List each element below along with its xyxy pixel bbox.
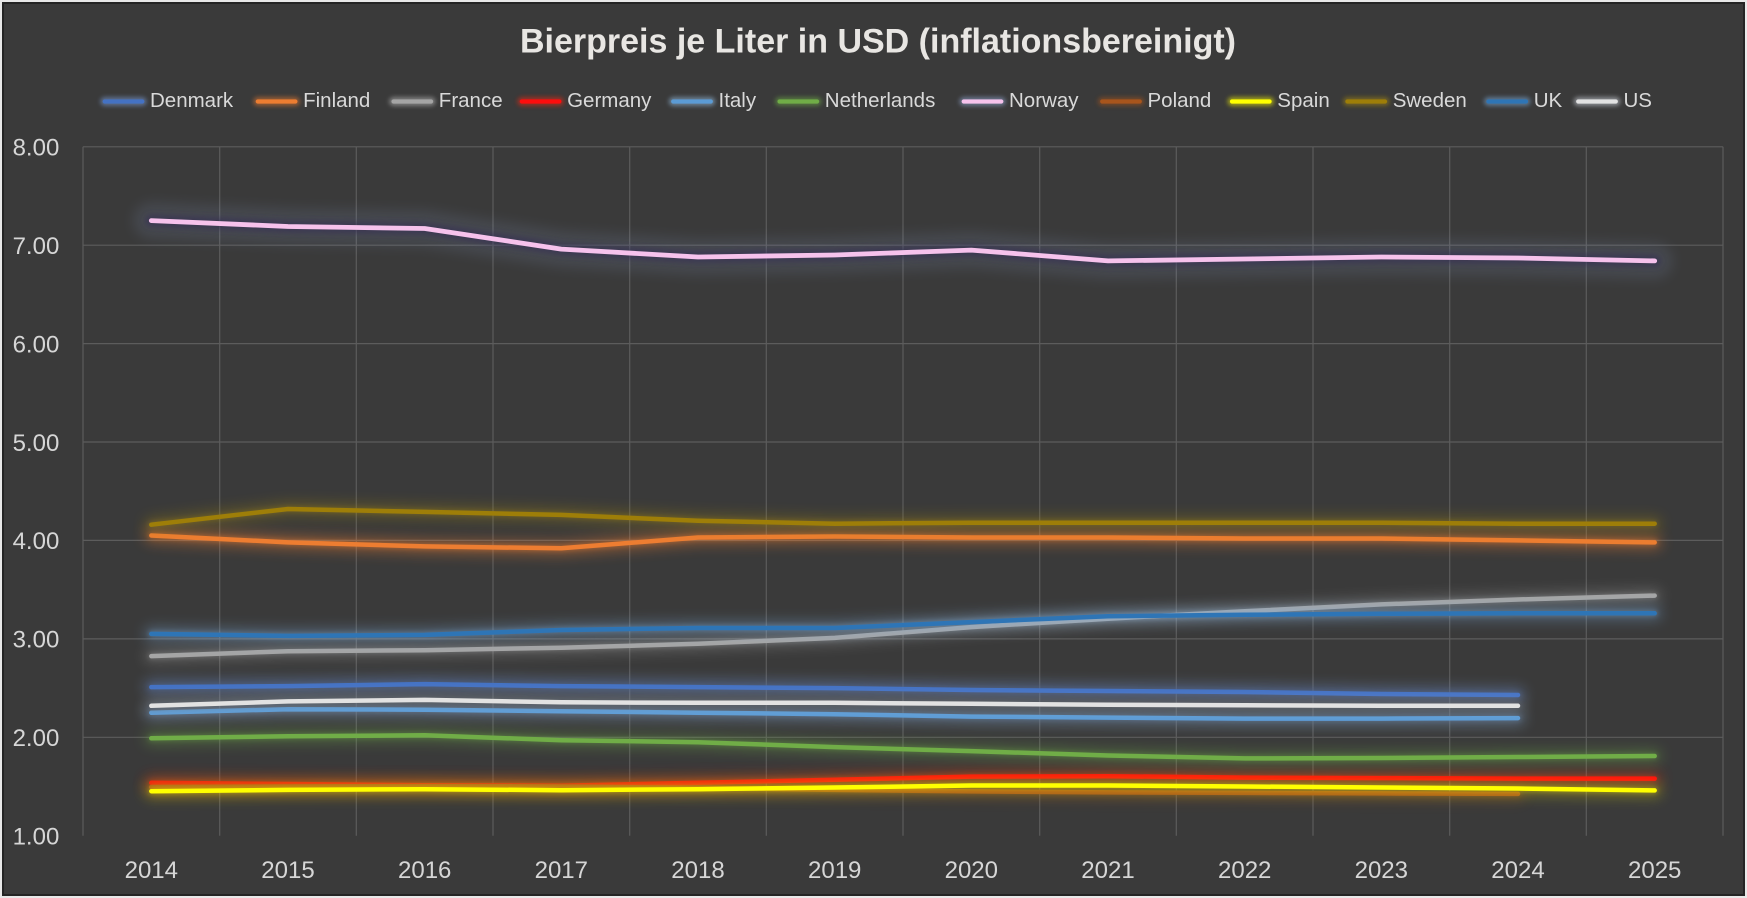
svg-text:Finland: Finland (303, 89, 370, 112)
svg-text:2023: 2023 (1355, 857, 1408, 884)
svg-text:Germany: Germany (567, 89, 652, 112)
svg-text:Sweden: Sweden (1393, 89, 1467, 112)
svg-text:5.00: 5.00 (13, 430, 60, 457)
svg-text:Poland: Poland (1148, 89, 1212, 112)
svg-text:2019: 2019 (808, 857, 861, 884)
svg-text:2021: 2021 (1081, 857, 1134, 884)
svg-text:Netherlands: Netherlands (825, 89, 936, 112)
svg-text:2.00: 2.00 (13, 725, 60, 752)
svg-text:UK: UK (1534, 89, 1563, 112)
svg-text:6.00: 6.00 (13, 331, 60, 358)
svg-text:2014: 2014 (125, 857, 178, 884)
svg-text:2017: 2017 (535, 857, 588, 884)
svg-text:Italy: Italy (719, 89, 757, 112)
svg-text:2015: 2015 (261, 857, 314, 884)
svg-text:Norway: Norway (1009, 89, 1079, 112)
svg-text:7.00: 7.00 (13, 233, 60, 260)
svg-text:1.00: 1.00 (13, 824, 60, 851)
svg-text:8.00: 8.00 (13, 135, 60, 162)
svg-text:2022: 2022 (1218, 857, 1271, 884)
svg-text:4.00: 4.00 (13, 528, 60, 555)
svg-text:Denmark: Denmark (150, 89, 234, 112)
svg-text:2024: 2024 (1491, 857, 1544, 884)
svg-text:2016: 2016 (398, 857, 451, 884)
svg-text:2025: 2025 (1628, 857, 1681, 884)
svg-text:US: US (1624, 89, 1652, 112)
svg-text:3.00: 3.00 (13, 627, 60, 654)
svg-text:2018: 2018 (671, 857, 724, 884)
svg-text:Bierpreis je Liter in USD (inf: Bierpreis je Liter in USD (inflationsber… (520, 23, 1236, 61)
svg-text:2020: 2020 (945, 857, 998, 884)
svg-text:France: France (439, 89, 503, 112)
svg-text:Spain: Spain (1277, 89, 1329, 112)
